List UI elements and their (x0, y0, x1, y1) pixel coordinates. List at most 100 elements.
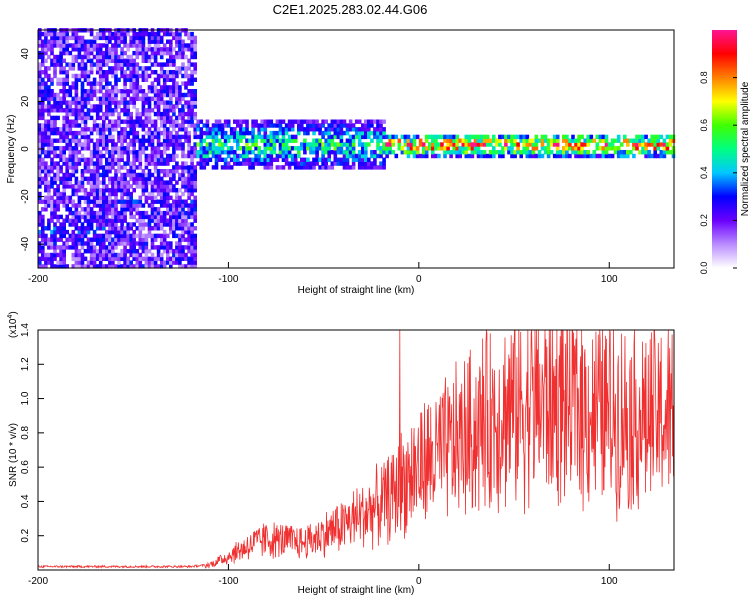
spectrogram-cell (105, 203, 109, 208)
spectrogram-cell (318, 165, 322, 170)
spectrogram-cell (89, 210, 94, 216)
spectrogram-cell (138, 39, 143, 44)
spectrogram-cell (449, 150, 453, 155)
spectrogram-cell (330, 161, 335, 166)
spectrogram-cell (114, 73, 118, 79)
spectrogram-cell (41, 111, 45, 117)
spectrogram-cell (220, 127, 225, 132)
spectrogram-cell (117, 111, 121, 117)
spectrogram-cell (120, 214, 124, 220)
spectrogram-cell (236, 157, 240, 162)
spectrogram-cell (546, 142, 551, 147)
spectrogram-cell (95, 199, 100, 204)
spectrogram-cell (83, 43, 88, 48)
spectrogram-cell (348, 119, 353, 124)
spectrogram-cell (47, 226, 51, 231)
spectrogram-cell (236, 138, 240, 143)
spectrogram-cell (284, 127, 289, 132)
spectrogram-cell (41, 249, 45, 254)
spectrogram-cell (38, 146, 42, 151)
spectrogram-cell (92, 43, 97, 48)
spectrogram-cell (50, 218, 54, 223)
spectrogram-cell (172, 165, 176, 170)
spectrogram-cell (190, 184, 194, 189)
spectrogram-cell (62, 150, 66, 155)
spectrogram-cell (278, 130, 283, 136)
spectrogram-cell (284, 157, 289, 162)
spectrogram-cell (111, 226, 115, 231)
spectrogram-cell (175, 188, 179, 193)
spectrogram-cell (105, 134, 109, 140)
spectrogram-cell (156, 150, 161, 155)
spectrogram-cell (187, 195, 191, 200)
spectrogram-cell (333, 119, 338, 124)
spectrogram-cell (361, 153, 365, 159)
spectrogram-cell (74, 169, 79, 174)
spectrogram-cell (80, 207, 85, 212)
spectrogram-cell (132, 188, 136, 193)
spectrogram-cell (141, 54, 146, 60)
spectrogram-cell (98, 130, 103, 136)
spectrogram-cell (132, 73, 136, 79)
spectrogram-cell (129, 77, 133, 82)
spectrogram-cell (568, 138, 572, 143)
spectrogram-cell (56, 226, 60, 231)
spectrogram-cell (242, 119, 246, 124)
spectrogram-cell (543, 134, 548, 140)
spectrogram-cell (50, 214, 54, 220)
spectrogram-cell (565, 134, 569, 140)
spectrogram-cell (114, 172, 118, 178)
spectrogram-cell (248, 165, 252, 170)
spectrogram-cell (83, 249, 88, 254)
spectrogram-cell (190, 172, 194, 178)
spectrogram-cell (132, 157, 136, 162)
spectrogram-cell (540, 138, 545, 143)
spectrogram-cell (470, 150, 475, 155)
spectrogram-cell (199, 134, 204, 140)
spectrogram-cell (56, 199, 60, 204)
snr-y-ticks: 0.20.40.60.81.01.21.4 (20, 323, 44, 543)
spectrogram-cell (38, 222, 42, 227)
spectrogram-cell (120, 241, 124, 246)
spectrogram-cell (86, 210, 91, 216)
spectrogram-cell (400, 150, 405, 155)
spectrogram-cell (80, 115, 85, 121)
spectrogram-cell (284, 153, 289, 159)
spectrogram-cell (92, 237, 97, 242)
spectrogram-cell (159, 66, 164, 71)
spectrogram-cell (95, 241, 100, 246)
spectrogram-cell (172, 138, 176, 143)
spectrogram-cell (312, 138, 316, 143)
spectrogram-cell (92, 146, 97, 151)
spectrogram-cell (659, 150, 664, 155)
exponent-close: ) (8, 311, 19, 314)
spectrogram-cell (138, 138, 143, 143)
spectrogram-cell (208, 134, 213, 140)
spectrogram-cell (315, 142, 319, 147)
spectrogram-cell (62, 184, 66, 189)
spectrogram-cell (166, 191, 170, 197)
spectrogram-cell (62, 199, 66, 204)
spectrogram-cell (71, 203, 76, 208)
spectrogram-cell (150, 70, 155, 75)
spectrogram-cell (129, 260, 133, 265)
spectrogram-cell (56, 130, 60, 136)
spectrogram-cell (370, 161, 374, 166)
spectrogram-cell (102, 222, 106, 227)
spectrogram-cell (141, 249, 146, 254)
spectrogram-cell (607, 153, 612, 159)
spectrogram-cell (62, 89, 66, 94)
spectrogram-cell (187, 153, 191, 159)
spectrogram-cell (80, 157, 85, 162)
spectrogram-cell (153, 35, 158, 41)
spectrogram-cell (44, 104, 48, 109)
spectrogram-cell (150, 130, 155, 136)
spectrogram-cell (531, 142, 536, 147)
spectrogram-cell (41, 229, 45, 235)
spectrogram-cell (406, 153, 411, 159)
spectrogram-cell (159, 260, 164, 265)
spectrogram-cell (50, 165, 54, 170)
spectrogram-cell (86, 245, 91, 250)
spectrogram-cell (184, 100, 188, 105)
spectrogram-cell (68, 92, 73, 98)
